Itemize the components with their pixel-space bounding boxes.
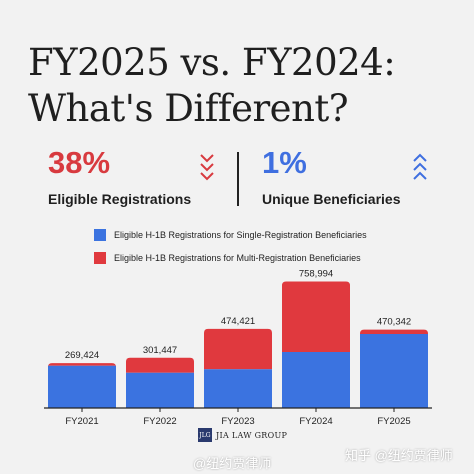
bar-single-fy2023: [204, 369, 272, 408]
chevrons-down-icon: [200, 154, 214, 181]
data-label-fy2022: 301,447: [143, 345, 177, 356]
legend-label-multi: Eligible H-1B Registrations for Multi-Re…: [114, 253, 361, 263]
legend-label-single: Eligible H-1B Registrations for Single-R…: [114, 230, 367, 240]
stat-unique-label: Unique Beneficiaries: [262, 191, 401, 207]
data-label-fy2025: 470,342: [377, 317, 411, 328]
stacked-bar-chart: 269,424 FY2021 301,447 FY2022 474,421 FY2023 7…: [44, 269, 432, 427]
title-line-2: What's Different?: [28, 87, 349, 130]
title-line-1: FY2025 vs. FY2024:: [28, 41, 396, 84]
bar-single-fy2025: [360, 334, 428, 408]
stat-eligible-label: Eligible Registrations: [48, 191, 192, 207]
footer-logo: JLG JIA LAW GROUP: [198, 428, 287, 442]
x-tick-label-fy2021: FY2021: [65, 416, 98, 427]
chevrons-up-icon: [413, 153, 427, 180]
bar-multi-fy2021: [48, 363, 116, 368]
legend-item-multi: Eligible H-1B Registrations for Multi-Re…: [94, 252, 361, 264]
bar-single-fy2024: [282, 352, 350, 408]
stats-divider: [237, 152, 239, 206]
bar-single-fy2022: [126, 372, 194, 408]
data-label-fy2024: 758,994: [299, 269, 333, 280]
logo-text: JIA LAW GROUP: [216, 430, 288, 440]
bar-multi-fy2023: [204, 328, 272, 370]
bar-multi-fy2025: [360, 329, 428, 334]
data-label-fy2023: 474,421: [221, 316, 255, 327]
logo-mark: JLG: [198, 428, 212, 442]
watermark-right: 知乎 @纽约贾律师: [345, 448, 453, 463]
stat-eligible-value: 38%: [48, 145, 111, 180]
data-label-fy2021: 269,424: [65, 350, 99, 361]
x-tick-label-fy2022: FY2022: [143, 416, 176, 427]
legend-swatch-multi: [94, 252, 106, 264]
bar-single-fy2021: [48, 365, 116, 408]
chart-title: FY2025 vs. FY2024: What's Different?: [28, 40, 458, 132]
legend-item-single: Eligible H-1B Registrations for Single-R…: [94, 229, 367, 241]
stat-unique-value: 1%: [262, 145, 307, 180]
x-tick-label-fy2025: FY2025: [377, 416, 410, 427]
legend-swatch-single: [94, 229, 106, 241]
x-tick-label-fy2024: FY2024: [299, 416, 332, 427]
x-tick-label-fy2023: FY2023: [221, 416, 254, 427]
bar-multi-fy2024: [282, 281, 350, 352]
watermark-left: @纽约贾律师: [193, 456, 272, 471]
bar-multi-fy2022: [126, 357, 194, 373]
